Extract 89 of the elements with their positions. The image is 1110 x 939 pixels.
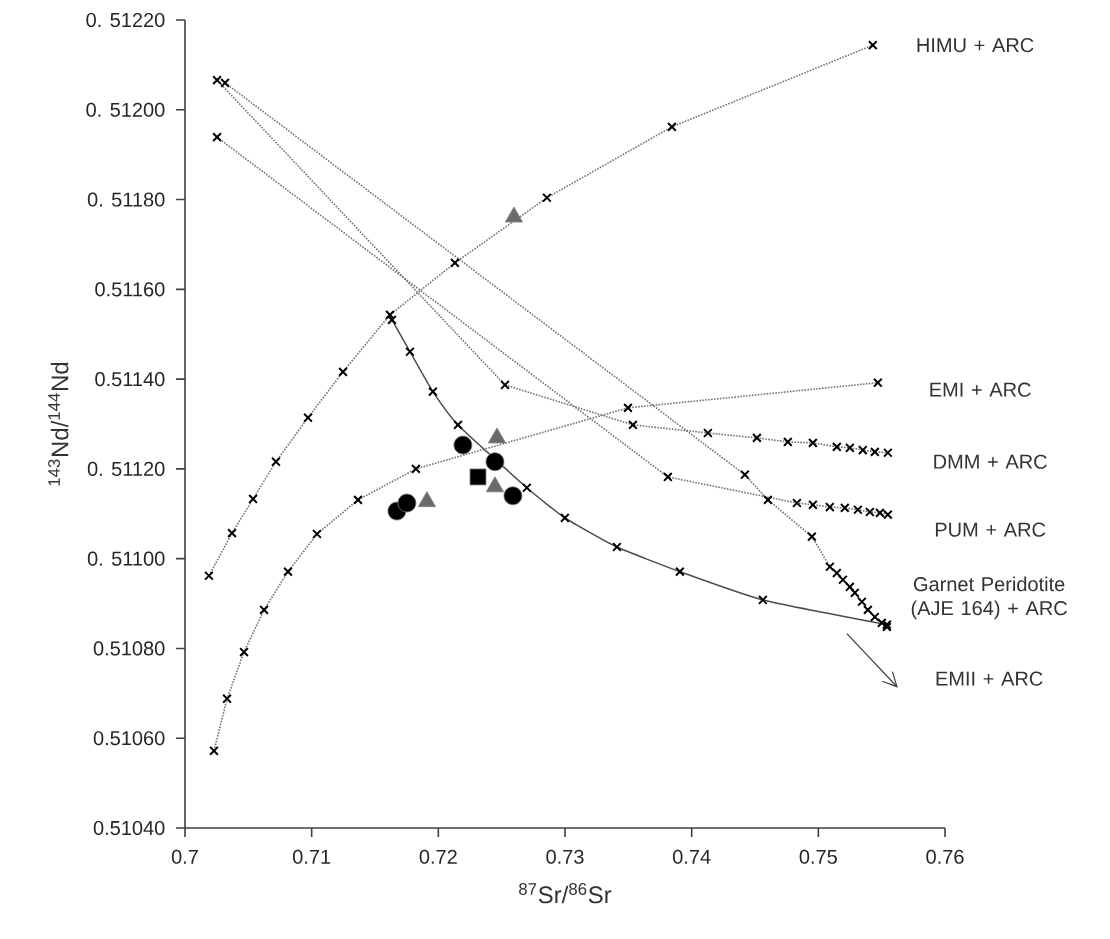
point — [702, 428, 713, 438]
y-tick-label: 0.51060 — [93, 731, 165, 746]
point — [782, 437, 793, 447]
legend-label: EMII + ARC — [936, 671, 1043, 686]
point — [839, 503, 850, 513]
point — [387, 314, 397, 325]
y-tick-label: 0.51160 — [95, 282, 165, 297]
point — [869, 446, 880, 457]
y-tick-label: 0.51080 — [93, 641, 165, 656]
point — [792, 498, 802, 508]
point — [453, 420, 463, 430]
y-tick-label: 0. 51200 — [86, 102, 165, 117]
point — [239, 647, 249, 657]
point — [338, 367, 348, 377]
point — [259, 604, 269, 615]
y-tick-label: 0. 51220 — [86, 12, 165, 28]
point — [222, 693, 232, 704]
point — [212, 132, 222, 143]
point — [303, 412, 313, 423]
point — [675, 566, 685, 577]
x-tick-label: 0.73 — [546, 849, 584, 864]
point — [283, 566, 293, 577]
point — [469, 468, 487, 486]
series-label: Garnet Peridotite (AJE 164) + ARC — [911, 576, 1067, 620]
point — [808, 437, 818, 448]
point — [824, 561, 835, 572]
y-tick-label: 0.51040 — [93, 820, 165, 836]
x-tick-label: 0.71 — [292, 849, 331, 864]
point — [453, 435, 473, 455]
point — [852, 504, 863, 515]
text: DMM + ARC — [934, 454, 1047, 469]
point — [844, 582, 855, 592]
point — [869, 612, 880, 622]
point — [862, 604, 873, 615]
point — [872, 377, 883, 388]
point — [450, 257, 460, 268]
text: HIMU + ARC — [917, 38, 1034, 53]
point — [752, 433, 762, 443]
point — [405, 346, 415, 357]
point — [867, 40, 878, 51]
point — [667, 121, 677, 132]
text: PUM + ARC — [935, 522, 1046, 537]
x-tick-label: 0.7 — [171, 849, 198, 864]
point — [411, 464, 421, 474]
point — [831, 442, 842, 452]
x-tick-label: 0.72 — [419, 849, 457, 864]
x-tick-label: 0.75 — [799, 849, 837, 864]
text: EMI + ARC — [930, 382, 1031, 397]
point — [559, 512, 570, 523]
point — [763, 494, 773, 505]
y-tick-label: 0.51140 — [95, 372, 165, 387]
point — [844, 442, 855, 453]
x-tick-label: 0.76 — [926, 849, 964, 864]
y-tick-label: 0. 51180 — [87, 192, 165, 207]
point — [209, 745, 219, 756]
point — [542, 192, 552, 203]
y-axis-title: $^{143}$Nd/$^{144}$Nd — [48, 362, 69, 486]
point — [849, 587, 860, 598]
point — [808, 499, 818, 510]
point — [503, 486, 523, 506]
point — [824, 502, 835, 512]
point — [500, 380, 510, 390]
point — [882, 447, 893, 458]
point — [385, 310, 395, 320]
point — [428, 386, 438, 397]
point — [521, 482, 532, 493]
point — [831, 568, 842, 578]
x-tick-label: 0.74 — [672, 849, 711, 864]
point — [227, 528, 237, 538]
point — [806, 531, 817, 542]
y-tick-label: 0. 51100 — [87, 551, 165, 566]
x-axis-title: $^{87}$Sr/$^{86}$Sr — [519, 883, 612, 904]
point — [397, 493, 417, 513]
point — [857, 596, 867, 607]
point — [271, 456, 281, 467]
point — [628, 420, 638, 430]
point — [623, 402, 633, 413]
point — [353, 494, 363, 505]
point — [485, 452, 505, 472]
point — [662, 472, 673, 482]
y-tick-label: 0. 51120 — [87, 461, 165, 476]
point — [312, 529, 322, 539]
point — [739, 469, 750, 480]
point — [857, 445, 868, 455]
point — [838, 574, 848, 585]
point — [248, 494, 258, 504]
point — [757, 595, 768, 605]
point — [204, 570, 214, 581]
point — [612, 542, 622, 552]
